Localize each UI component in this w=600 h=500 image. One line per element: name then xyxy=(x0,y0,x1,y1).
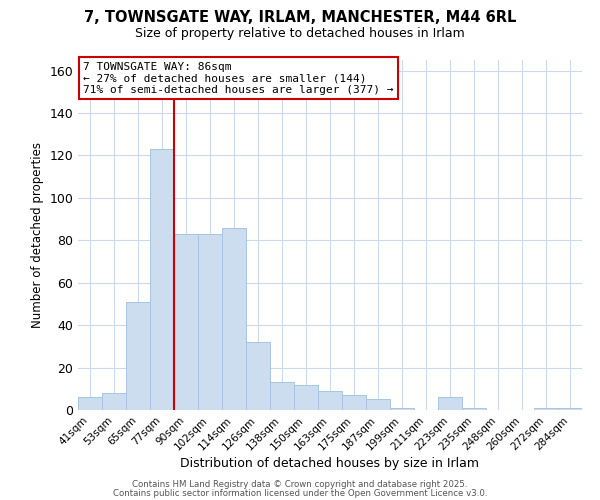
Bar xyxy=(174,234,198,410)
Bar xyxy=(366,400,390,410)
Bar xyxy=(150,149,174,410)
Bar xyxy=(294,384,318,410)
Text: Contains HM Land Registry data © Crown copyright and database right 2025.: Contains HM Land Registry data © Crown c… xyxy=(132,480,468,489)
Bar xyxy=(390,408,414,410)
Bar xyxy=(534,408,558,410)
Text: 7, TOWNSGATE WAY, IRLAM, MANCHESTER, M44 6RL: 7, TOWNSGATE WAY, IRLAM, MANCHESTER, M44… xyxy=(84,10,516,25)
Bar xyxy=(558,408,582,410)
Bar xyxy=(462,408,486,410)
Bar xyxy=(198,234,222,410)
Bar xyxy=(342,395,366,410)
Text: Size of property relative to detached houses in Irlam: Size of property relative to detached ho… xyxy=(135,28,465,40)
X-axis label: Distribution of detached houses by size in Irlam: Distribution of detached houses by size … xyxy=(181,458,479,470)
Bar xyxy=(126,302,150,410)
Text: 7 TOWNSGATE WAY: 86sqm
← 27% of detached houses are smaller (144)
71% of semi-de: 7 TOWNSGATE WAY: 86sqm ← 27% of detached… xyxy=(83,62,394,95)
Bar xyxy=(318,391,342,410)
Bar xyxy=(222,228,246,410)
Bar xyxy=(438,398,462,410)
Bar xyxy=(78,398,102,410)
Bar xyxy=(270,382,294,410)
Bar xyxy=(102,393,126,410)
Text: Contains public sector information licensed under the Open Government Licence v3: Contains public sector information licen… xyxy=(113,489,487,498)
Bar xyxy=(246,342,270,410)
Y-axis label: Number of detached properties: Number of detached properties xyxy=(31,142,44,328)
